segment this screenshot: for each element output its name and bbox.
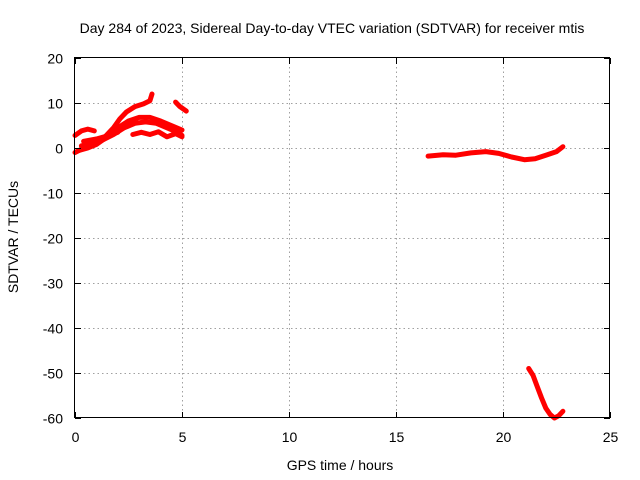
data-traces bbox=[72, 91, 566, 421]
y-tick-label: 10 bbox=[47, 96, 63, 112]
x-tick-label: 20 bbox=[496, 429, 512, 445]
x-tick-label: 5 bbox=[179, 429, 187, 445]
y-tick-label: -10 bbox=[43, 186, 63, 202]
y-tick-label: -30 bbox=[43, 276, 63, 292]
y-tick-label: -60 bbox=[43, 411, 63, 427]
gridlines bbox=[75, 58, 610, 418]
sdtvar-arc-7 bbox=[173, 99, 189, 114]
sdtvar-arc-6 bbox=[130, 129, 185, 140]
y-tick-label: 20 bbox=[47, 51, 63, 67]
axis-ticks: 0 5 10 15 20 25 -60 -50 -40 -30 -20 -10 0 10 20 bbox=[43, 51, 619, 446]
y-tick-label: -40 bbox=[43, 321, 63, 337]
y-axis-label: SDTVAR / TECUs bbox=[5, 181, 21, 293]
y-tick-label: -50 bbox=[43, 366, 63, 382]
sdtvar-arc-4 bbox=[78, 119, 185, 149]
x-tick-label: 10 bbox=[282, 429, 298, 445]
sdtvar-arc-5 bbox=[81, 129, 121, 144]
plot-frame bbox=[74, 57, 610, 418]
y-tick-label: -20 bbox=[43, 231, 63, 247]
chart-title: Day 284 of 2023, Sidereal Day-to-day VTE… bbox=[80, 20, 585, 36]
x-tick-label: 0 bbox=[72, 429, 80, 445]
x-tick-label: 15 bbox=[389, 429, 405, 445]
sdtvar-arc-8 bbox=[425, 144, 566, 163]
sdtvar-arc-9 bbox=[526, 366, 566, 421]
y-tick-label: 0 bbox=[55, 141, 63, 157]
x-axis-label: GPS time / hours bbox=[287, 457, 394, 473]
sdtvar-arc-1 bbox=[72, 126, 97, 138]
x-tick-label: 25 bbox=[603, 429, 619, 445]
